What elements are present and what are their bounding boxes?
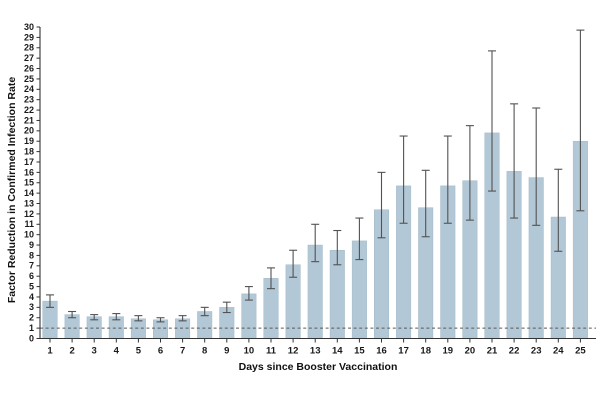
y-tick-label-11: 11 (24, 219, 34, 229)
y-tick-label-0: 0 (29, 333, 34, 343)
y-tick-label-17: 17 (24, 157, 34, 167)
y-tick-label-15: 15 (24, 178, 34, 188)
x-tick-label-6: 6 (158, 346, 163, 357)
y-tick-label-28: 28 (24, 43, 34, 53)
x-tick-label-8: 8 (202, 346, 207, 357)
y-tick-label-18: 18 (24, 146, 34, 156)
x-tick-label-25: 25 (575, 346, 586, 357)
y-tick-label-13: 13 (24, 198, 34, 208)
x-tick-label-7: 7 (180, 346, 185, 357)
x-tick-label-20: 20 (465, 346, 476, 357)
y-tick-label-5: 5 (29, 281, 34, 291)
x-tick-label-13: 13 (310, 346, 321, 357)
y-tick-label-21: 21 (24, 115, 34, 125)
y-tick-label-19: 19 (24, 136, 34, 146)
y-tick-label-6: 6 (29, 271, 34, 281)
y-tick-label-8: 8 (29, 250, 34, 260)
x-tick-label-9: 9 (224, 346, 229, 357)
x-tick-label-22: 22 (509, 346, 520, 357)
x-tick-label-2: 2 (69, 346, 74, 357)
x-tick-label-11: 11 (266, 346, 277, 357)
y-tick-label-1: 1 (29, 323, 34, 333)
x-tick-label-4: 4 (114, 346, 120, 357)
x-axis-title: Days since Booster Vaccination (238, 361, 398, 373)
x-tick-label-23: 23 (531, 346, 542, 357)
x-tick-label-5: 5 (136, 346, 142, 357)
y-tick-label-24: 24 (24, 84, 34, 94)
y-tick-label-23: 23 (24, 95, 34, 105)
y-tick-label-27: 27 (24, 53, 34, 63)
x-tick-label-21: 21 (487, 346, 498, 357)
y-tick-label-22: 22 (24, 105, 34, 115)
y-tick-label-7: 7 (29, 261, 34, 271)
y-tick-label-4: 4 (29, 292, 34, 302)
x-tick-label-18: 18 (420, 346, 431, 357)
y-tick-label-30: 30 (24, 22, 34, 32)
y-tick-label-26: 26 (24, 63, 34, 73)
x-tick-label-19: 19 (443, 346, 454, 357)
x-tick-label-24: 24 (553, 346, 564, 357)
x-tick-label-1: 1 (47, 346, 53, 357)
y-tick-label-3: 3 (29, 302, 34, 312)
x-tick-label-14: 14 (332, 346, 343, 357)
y-tick-label-29: 29 (24, 32, 34, 42)
x-tick-label-12: 12 (288, 346, 299, 357)
y-tick-label-16: 16 (24, 167, 34, 177)
bar-day-7 (175, 318, 191, 339)
y-tick-label-12: 12 (24, 209, 34, 219)
bar-day-5 (130, 318, 146, 339)
x-tick-label-10: 10 (244, 346, 255, 357)
y-tick-label-2: 2 (29, 313, 34, 323)
y-tick-label-25: 25 (24, 74, 34, 84)
y-tick-label-10: 10 (24, 230, 34, 240)
x-tick-label-15: 15 (354, 346, 365, 357)
y-tick-label-14: 14 (24, 188, 34, 198)
x-tick-label-16: 16 (376, 346, 387, 357)
bar-day-6 (153, 319, 168, 339)
y-tick-label-9: 9 (29, 240, 34, 250)
x-tick-label-3: 3 (92, 346, 97, 357)
y-axis-title: Factor Reduction in Confirmed Infection … (6, 76, 18, 304)
y-tick-label-20: 20 (24, 126, 34, 136)
x-tick-label-17: 17 (398, 346, 409, 357)
